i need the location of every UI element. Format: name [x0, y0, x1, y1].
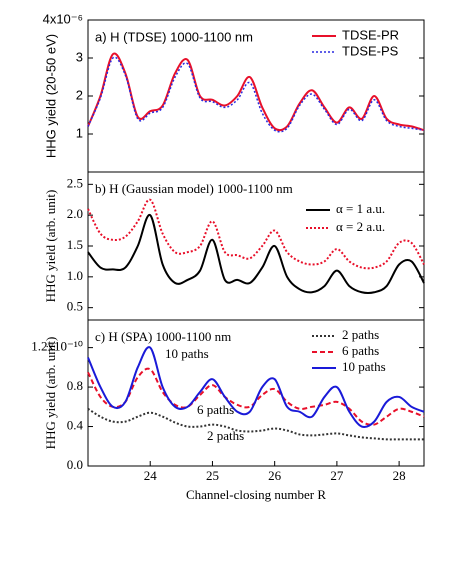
- series-line: [87, 346, 425, 429]
- annotation: 10 paths: [165, 346, 209, 361]
- y-tick-label: 0.0: [67, 457, 83, 472]
- panel-title: a) H (TDSE) 1000-1100 nm: [95, 29, 253, 44]
- legend-label: α = 2 a.u.: [336, 219, 385, 234]
- y-axis-label: HHG yield (20-50 eV): [43, 34, 58, 158]
- y-tick-label: 2.0: [67, 206, 83, 221]
- y-tick-label: 0.5: [67, 299, 83, 314]
- series-line: [87, 52, 425, 132]
- y-tick-label: 0.8: [67, 378, 83, 393]
- legend-label: TDSE-PS: [342, 43, 399, 58]
- plot-frame: [87, 319, 425, 467]
- x-tick-label: 25: [206, 468, 219, 483]
- y-tick-label: 2: [76, 87, 83, 102]
- annotation: 2 paths: [207, 428, 244, 443]
- x-tick-label: 27: [330, 468, 344, 483]
- legend-label: TDSE-PR: [342, 27, 399, 42]
- series-line: [87, 214, 425, 295]
- legend-label: 2 paths: [342, 327, 379, 342]
- y-axis-label: HHG yield (arb. unit): [43, 337, 58, 450]
- series-line: [87, 367, 425, 426]
- x-tick-label: 26: [268, 468, 282, 483]
- x-axis-label: Channel-closing number R: [186, 487, 326, 502]
- series-line: [87, 407, 424, 441]
- y-tick-label: 1.2x10⁻¹⁰: [31, 339, 83, 354]
- panel: 0.5 1.0 1.5 2.0 2.5 b) H (Gaussian model) 100…: [43, 171, 425, 321]
- y-tick-label: 4x10⁻⁶: [43, 11, 83, 26]
- annotation: 6 paths: [197, 402, 234, 417]
- y-tick-label: 2.5: [67, 175, 83, 190]
- legend-label: 10 paths: [342, 359, 386, 374]
- y-tick-label: 1.5: [67, 237, 83, 252]
- legend-label: 6 paths: [342, 343, 379, 358]
- y-tick-label: 1.0: [67, 268, 83, 283]
- y-tick-label: 3: [76, 49, 83, 64]
- legend-label: α = 1 a.u.: [336, 201, 385, 216]
- x-tick-label: 24: [144, 468, 158, 483]
- y-tick-label: 1: [76, 125, 83, 140]
- panel-title: c) H (SPA) 1000-1100 nm: [95, 329, 231, 344]
- panel: 0.0 0.4 0.8 1.2x10⁻¹⁰ 24 25 26 27 28 c) H (SPA) 1…: [31, 319, 425, 502]
- x-tick-label: 28: [393, 468, 406, 483]
- y-tick-label: 0.4: [67, 418, 84, 433]
- panel: 1 2 3 4x10⁻⁶ a) H (TDSE) 1000-1100 nm HHG yie…: [43, 11, 425, 173]
- panel-title: b) H (Gaussian model) 1000-1100 nm: [95, 181, 293, 196]
- series-line: [87, 56, 425, 133]
- y-axis-label: HHG yield (arb. unit): [43, 190, 58, 303]
